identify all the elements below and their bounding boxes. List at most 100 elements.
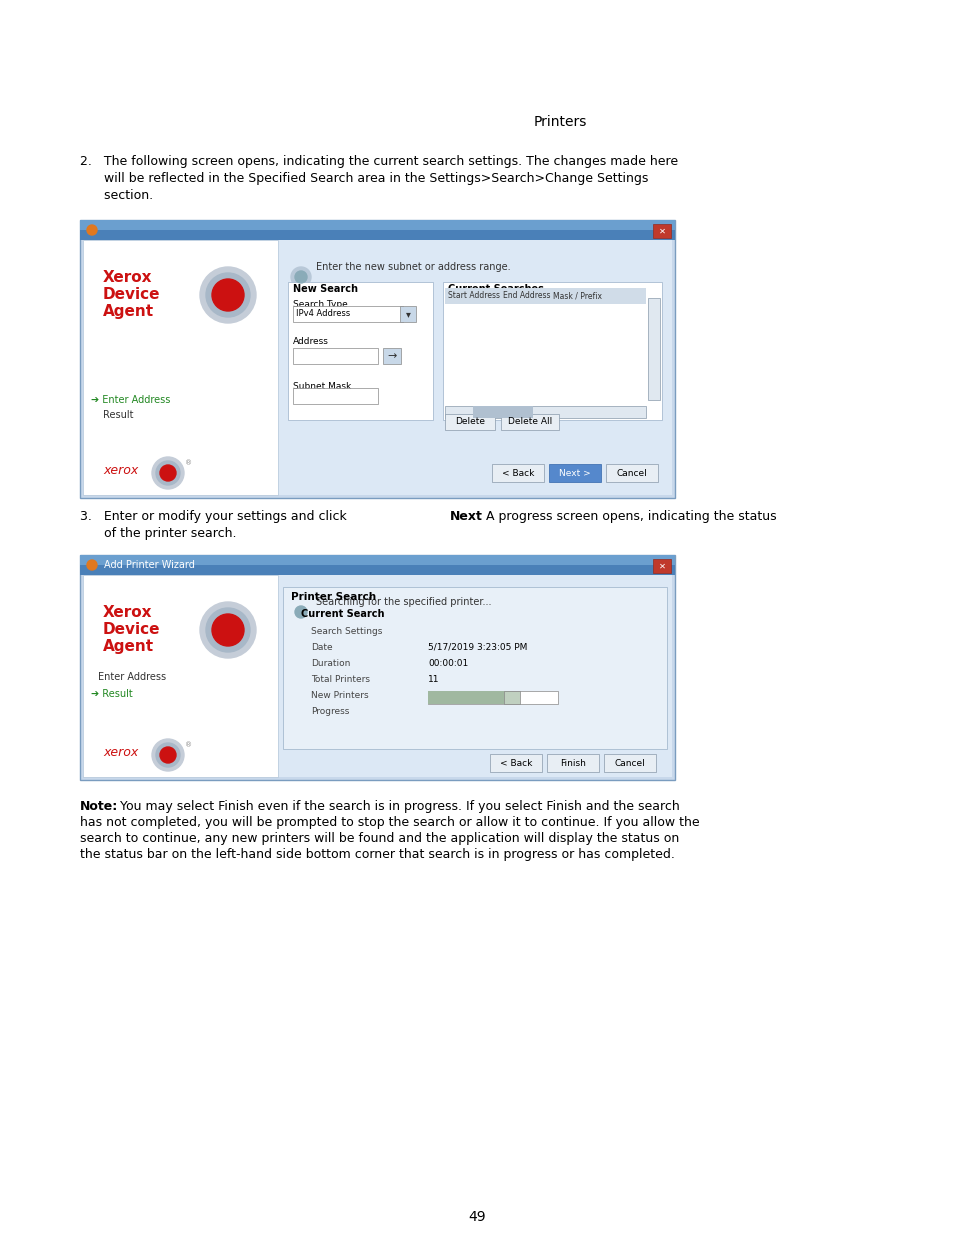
Text: 3.   Enter or modify your settings and click: 3. Enter or modify your settings and cli…	[80, 510, 351, 522]
Bar	[652, 224, 670, 238]
Text: 5/17/2019 3:23:05 PM: 5/17/2019 3:23:05 PM	[428, 643, 527, 652]
Text: 49: 49	[468, 1210, 485, 1224]
Text: Agent: Agent	[103, 638, 154, 655]
Bar	[80, 230, 675, 240]
Circle shape	[160, 747, 175, 763]
Circle shape	[156, 461, 180, 485]
Circle shape	[291, 601, 311, 622]
Circle shape	[152, 739, 184, 771]
Bar	[80, 220, 675, 498]
Text: 2.   The following screen opens, indicating the current search settings. The cha: 2. The following screen opens, indicatin…	[80, 156, 678, 168]
Circle shape	[87, 225, 97, 235]
Bar	[490, 755, 541, 772]
Text: Mask / Prefix: Mask / Prefix	[553, 291, 601, 300]
Bar	[444, 288, 645, 304]
Text: ➔ Result: ➔ Result	[91, 689, 132, 699]
Bar	[647, 298, 659, 400]
Text: Printer Search: Printer Search	[291, 592, 375, 601]
Circle shape	[156, 743, 180, 767]
Text: Subnet Mask: Subnet Mask	[293, 382, 351, 391]
Bar	[293, 388, 377, 404]
Text: Cancel: Cancel	[614, 758, 644, 767]
Text: Searching for the specified printer...: Searching for the specified printer...	[315, 597, 491, 606]
Circle shape	[294, 270, 307, 283]
Circle shape	[160, 466, 175, 480]
Bar	[652, 559, 670, 573]
Bar	[83, 576, 277, 777]
Circle shape	[212, 614, 244, 646]
Bar	[428, 692, 558, 704]
Text: Finish: Finish	[559, 758, 585, 767]
Text: 00:00:01: 00:00:01	[428, 659, 468, 668]
Bar	[83, 576, 671, 777]
Text: ®: ®	[185, 459, 192, 466]
Text: You may select Finish even if the search is in progress. If you select Finish an: You may select Finish even if the search…	[116, 800, 679, 813]
Text: Search Settings: Search Settings	[311, 627, 382, 636]
Text: Date: Date	[311, 643, 333, 652]
Bar	[546, 755, 598, 772]
Text: New Search: New Search	[293, 284, 357, 294]
Text: IPv4 Address: IPv4 Address	[295, 310, 350, 319]
Text: Delete: Delete	[455, 417, 484, 426]
Text: Total Printers: Total Printers	[311, 676, 370, 684]
Text: Printers: Printers	[533, 115, 586, 128]
Circle shape	[294, 606, 307, 618]
Bar	[80, 555, 675, 781]
Text: ▾: ▾	[405, 309, 410, 319]
Text: Current Searches: Current Searches	[448, 284, 543, 294]
Circle shape	[206, 608, 250, 652]
Text: ➔ Enter Address: ➔ Enter Address	[91, 395, 171, 405]
Text: ✕: ✕	[658, 226, 665, 236]
Bar	[442, 282, 661, 420]
Bar	[80, 220, 675, 240]
Bar	[444, 414, 495, 430]
Circle shape	[291, 267, 311, 287]
Text: New Printers: New Printers	[311, 692, 368, 700]
Bar	[80, 555, 675, 576]
Bar	[83, 240, 671, 495]
Bar	[504, 692, 520, 704]
Text: Progress: Progress	[311, 706, 349, 716]
Bar	[473, 406, 533, 417]
Bar	[83, 240, 277, 495]
Circle shape	[152, 457, 184, 489]
Text: xerox: xerox	[103, 746, 138, 760]
Bar	[500, 414, 558, 430]
Bar	[283, 587, 666, 748]
Text: Device: Device	[103, 287, 160, 303]
Text: Enter the new subnet or address range.: Enter the new subnet or address range.	[315, 262, 510, 272]
Text: < Back: < Back	[501, 468, 534, 478]
Text: Start Address: Start Address	[448, 291, 499, 300]
Text: Current Search: Current Search	[301, 609, 384, 619]
Text: Address: Address	[293, 337, 329, 346]
Text: the status bar on the left-hand side bottom corner that search is in progress or: the status bar on the left-hand side bot…	[80, 848, 674, 861]
Text: ✕: ✕	[658, 562, 665, 571]
Text: Device: Device	[103, 622, 160, 637]
Bar	[382, 348, 400, 364]
Text: End Address: End Address	[502, 291, 550, 300]
Text: < Back: < Back	[499, 758, 532, 767]
Text: Enter Address: Enter Address	[98, 672, 166, 682]
Text: has not completed, you will be prompted to stop the search or allow it to contin: has not completed, you will be prompted …	[80, 816, 699, 829]
Bar	[603, 755, 656, 772]
Bar	[80, 564, 675, 576]
Bar	[288, 282, 433, 420]
Bar	[293, 348, 377, 364]
Text: Add Printer Wizard: Add Printer Wizard	[104, 559, 194, 571]
Circle shape	[212, 279, 244, 311]
Bar	[428, 692, 512, 704]
Text: 0: 0	[428, 692, 434, 700]
Text: Agent: Agent	[103, 304, 154, 319]
Text: Xerox: Xerox	[103, 605, 152, 620]
Text: Next >: Next >	[558, 468, 590, 478]
Circle shape	[206, 273, 250, 317]
Text: . A progress screen opens, indicating the status: . A progress screen opens, indicating th…	[477, 510, 776, 522]
Text: Delete All: Delete All	[507, 417, 552, 426]
Text: Cancel: Cancel	[616, 468, 647, 478]
Text: Xerox: Xerox	[103, 270, 152, 285]
Bar	[605, 464, 658, 482]
Text: Result: Result	[103, 410, 133, 420]
Text: Search Type: Search Type	[293, 300, 348, 309]
Bar	[548, 464, 600, 482]
Text: of the printer search.: of the printer search.	[80, 527, 236, 540]
